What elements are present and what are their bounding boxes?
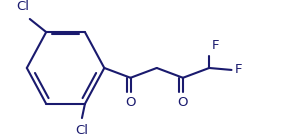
Text: O: O [178,96,188,109]
Text: O: O [125,96,136,109]
Text: F: F [212,39,219,52]
Text: F: F [235,63,243,76]
Text: Cl: Cl [75,124,89,137]
Text: Cl: Cl [17,0,30,13]
